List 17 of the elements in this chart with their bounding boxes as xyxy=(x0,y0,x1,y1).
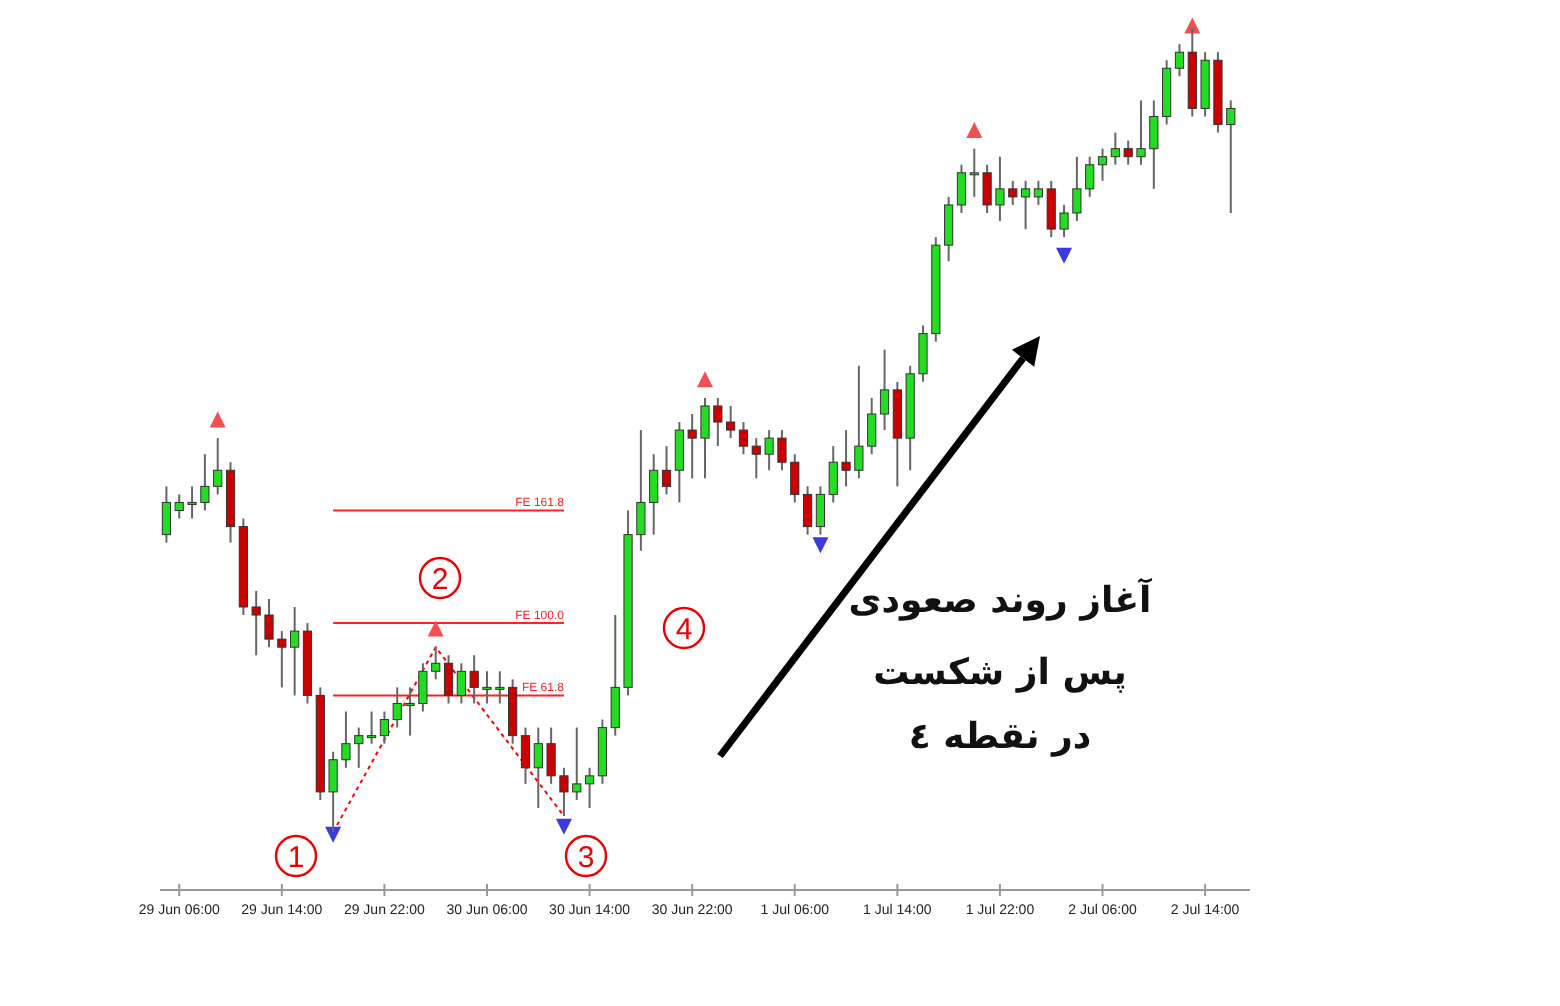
candlestick xyxy=(520,726,531,785)
annotation: 4 xyxy=(675,613,693,647)
swing-number: 1 xyxy=(274,834,318,878)
candlestick xyxy=(661,445,672,496)
swing-number: 4 xyxy=(662,606,706,650)
candlestick xyxy=(738,421,749,456)
swing-number: 2 xyxy=(418,556,462,600)
candlestick xyxy=(1097,147,1108,182)
swing-number: 3 xyxy=(564,834,608,878)
candlestick xyxy=(879,348,890,432)
candlestick xyxy=(443,654,454,705)
annotation: پس از شکست xyxy=(873,652,1127,694)
annotation: 2 xyxy=(431,563,449,597)
candlestick xyxy=(1174,43,1185,78)
candlestick xyxy=(956,163,967,214)
annotation: در نقطه ٤ xyxy=(908,716,1092,758)
annotation: آغاز روند صعودی xyxy=(848,576,1154,622)
